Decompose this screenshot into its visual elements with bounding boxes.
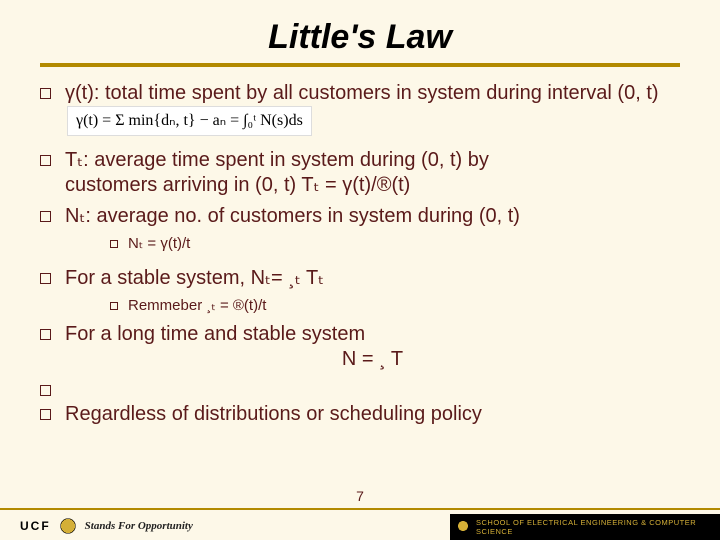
b4-text: For a stable system, Nₜ= ¸ₜ Tₜ xyxy=(65,266,680,291)
bullet-row: Nₜ: average no. of customers in system d… xyxy=(40,204,680,229)
bullet-row: Tₜ: average time spent in system during … xyxy=(40,148,680,198)
b5-center: N = ¸ T xyxy=(65,347,680,372)
b2-line1: Tₜ: average time spent in system during … xyxy=(65,149,489,171)
b3-text: Nₜ: average no. of customers in system d… xyxy=(65,204,680,229)
footer-right: SCHOOL OF ELECTRICAL ENGINEERING & COMPU… xyxy=(450,514,720,540)
bullet-text: Tₜ: average time spent in system during … xyxy=(65,148,680,198)
bullet-icon xyxy=(110,302,118,310)
slide: Little's Law γ(t): total time spent by a… xyxy=(0,0,720,540)
bullet-icon xyxy=(110,240,118,248)
bullet-text: γ(t): total time spent by all customers … xyxy=(65,81,680,136)
b1-text: γ(t): total time spent by all customers … xyxy=(65,82,659,104)
footer-left: UCF Stands For Opportunity xyxy=(20,517,193,535)
title-rule xyxy=(40,63,680,67)
sub2-text: Remmeber ¸ₜ = ®(t)/t xyxy=(128,297,680,316)
ucf-wordmark: UCF xyxy=(20,519,51,533)
b7-text: Regardless of distributions or schedulin… xyxy=(65,402,680,427)
bullet-row xyxy=(40,378,680,396)
slide-title: Little's Law xyxy=(40,18,680,57)
bullet-icon xyxy=(40,385,51,396)
bullet-icon xyxy=(40,273,51,284)
b2-line2: customers arriving in (0, t) Tₜ = γ(t)/®… xyxy=(65,174,410,196)
bullet-icon xyxy=(40,409,51,420)
bullet-row: For a stable system, Nₜ= ¸ₜ Tₜ xyxy=(40,266,680,291)
ucf-logo-icon xyxy=(59,517,77,535)
bullet-text: For a long time and stable system N = ¸ … xyxy=(65,322,680,372)
sub1-text: Nₜ = γ(t)/t xyxy=(128,235,680,254)
school-name: SCHOOL OF ELECTRICAL ENGINEERING & COMPU… xyxy=(476,518,720,536)
footer: UCF Stands For Opportunity SCHOOL OF ELE… xyxy=(0,510,720,540)
bullet-icon xyxy=(40,88,51,99)
sub-bullet-row: Remmeber ¸ₜ = ®(t)/t xyxy=(110,297,680,316)
b5-text: For a long time and stable system xyxy=(65,323,365,345)
bullet-row: γ(t): total time spent by all customers … xyxy=(40,81,680,136)
formula-image: γ(t) = Σ min{dₙ, t} − aₙ = ∫₀ᵗ N(s)ds xyxy=(67,106,312,136)
bullet-icon xyxy=(40,155,51,166)
ucf-tagline: Stands For Opportunity xyxy=(85,520,193,532)
page-number: 7 xyxy=(0,488,720,504)
bullet-row: For a long time and stable system N = ¸ … xyxy=(40,322,680,372)
bullet-row: Regardless of distributions or schedulin… xyxy=(40,402,680,427)
bullet-icon xyxy=(40,329,51,340)
slide-content: γ(t): total time spent by all customers … xyxy=(40,81,680,427)
sub-bullet-row: Nₜ = γ(t)/t xyxy=(110,235,680,254)
bullet-icon xyxy=(40,211,51,222)
